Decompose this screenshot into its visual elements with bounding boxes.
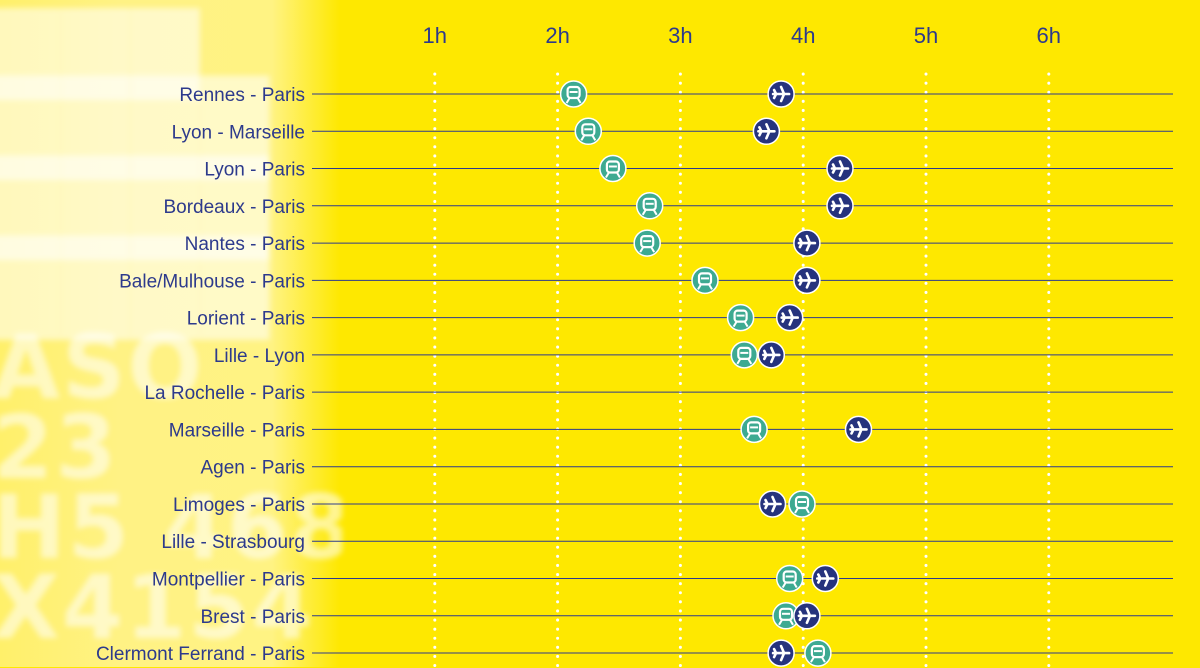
x-tick-label: 4h [791, 23, 815, 48]
background-decoration: ███ ████ ████ ████ ASO 23 H5 468 X4154 [0, 8, 342, 659]
x-tick-label: 3h [668, 23, 692, 48]
train-icon [635, 192, 664, 220]
route-label: Limoges - Paris [173, 495, 305, 516]
plane-icon [758, 490, 787, 518]
plane-icon [826, 154, 854, 183]
plane-icon [757, 341, 786, 369]
train-icon [775, 564, 804, 593]
x-tick-label: 6h [1037, 23, 1061, 48]
route-label: Marseille - Paris [169, 420, 305, 441]
data-markers [559, 80, 873, 667]
train-icon [574, 117, 603, 146]
plane-icon [767, 80, 795, 108]
plane-icon [767, 639, 795, 667]
route-label: La Rochelle - Paris [144, 383, 305, 404]
route-label: Bale/Mulhouse - Paris [119, 271, 305, 292]
plane-icon [793, 229, 821, 257]
train-icon [599, 154, 627, 183]
plane-icon [775, 303, 804, 332]
train-icon [804, 639, 832, 667]
train-icon [788, 490, 816, 518]
plane-icon [844, 415, 873, 444]
plane-icon [811, 564, 840, 593]
x-tick-label: 5h [914, 23, 938, 48]
train-icon [740, 415, 768, 444]
route-label: Lille - Lyon [214, 346, 305, 367]
route-label: Clermont Ferrand - Paris [96, 644, 305, 665]
route-label: Lille - Strasbourg [161, 532, 305, 553]
route-label: Lyon - Marseille [172, 122, 305, 143]
train-icon [730, 341, 759, 369]
plane-icon [793, 266, 821, 295]
route-label: Lyon - Paris [204, 160, 305, 181]
plane-icon [752, 117, 781, 146]
train-icon [633, 229, 661, 257]
grid [433, 72, 1051, 667]
x-tick-label: 2h [545, 23, 569, 48]
train-icon [691, 266, 719, 295]
route-label: Bordeaux - Paris [163, 197, 305, 218]
plane-icon [793, 602, 821, 630]
plane-icon [826, 192, 854, 220]
route-label: Montpellier - Paris [152, 570, 305, 591]
route-rows: Rennes - Paris Lyon - Marseille Lyon - Par… [96, 85, 1173, 665]
background-panel [0, 0, 340, 667]
x-axis: 1h 2h 3h 4h 5h 6h [423, 23, 1061, 48]
train-icon [559, 80, 588, 108]
route-label: Brest - Paris [200, 607, 305, 628]
route-label: Lorient - Paris [187, 309, 305, 330]
route-label: Nantes - Paris [185, 234, 305, 255]
x-tick-label: 1h [423, 23, 447, 48]
route-label: Rennes - Paris [179, 85, 305, 106]
train-icon [726, 303, 755, 332]
route-label: Agen - Paris [200, 458, 305, 479]
